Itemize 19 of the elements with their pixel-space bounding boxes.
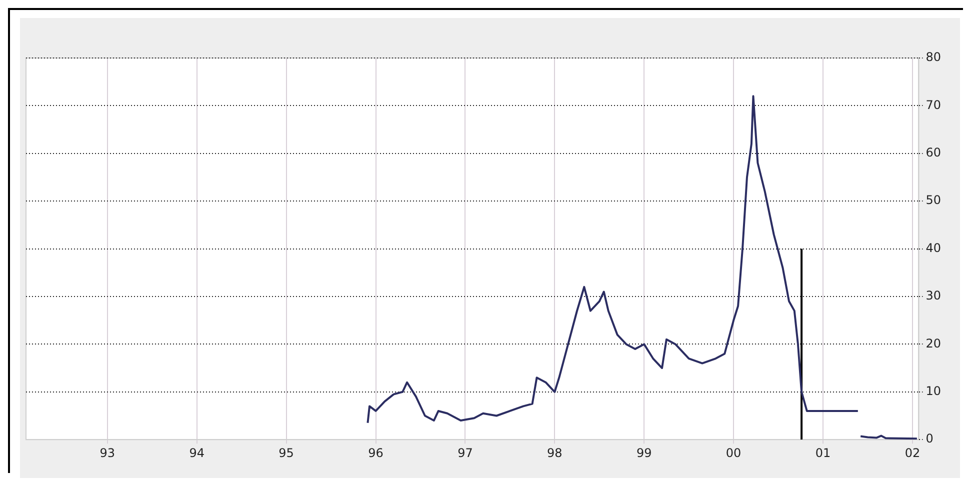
x-tick-label: 95 (278, 446, 294, 460)
x-tick-label: 94 (189, 446, 204, 460)
x-tick-label: 99 (636, 446, 652, 460)
x-tick-label: 00 (726, 446, 742, 460)
y-tick-label: 10 (926, 384, 942, 398)
y-tick-label: 40 (926, 240, 942, 255)
x-tick-label: 01 (815, 446, 831, 460)
x-tick-label: 98 (547, 446, 562, 460)
x-tick-label: 93 (100, 446, 116, 460)
y-tick-label: 70 (926, 98, 942, 112)
y-tick-label: 80 (926, 50, 942, 64)
y-tick-label: 0 (926, 432, 934, 446)
x-tick-label: 02 (904, 446, 920, 460)
y-tick-label: 50 (926, 193, 942, 208)
x-tick-label: 96 (368, 446, 384, 460)
y-tick-label: 60 (926, 146, 942, 160)
y-tick-label: 20 (926, 336, 942, 350)
y-tick-label: 30 (926, 288, 942, 303)
x-tick-label: 97 (458, 446, 473, 460)
